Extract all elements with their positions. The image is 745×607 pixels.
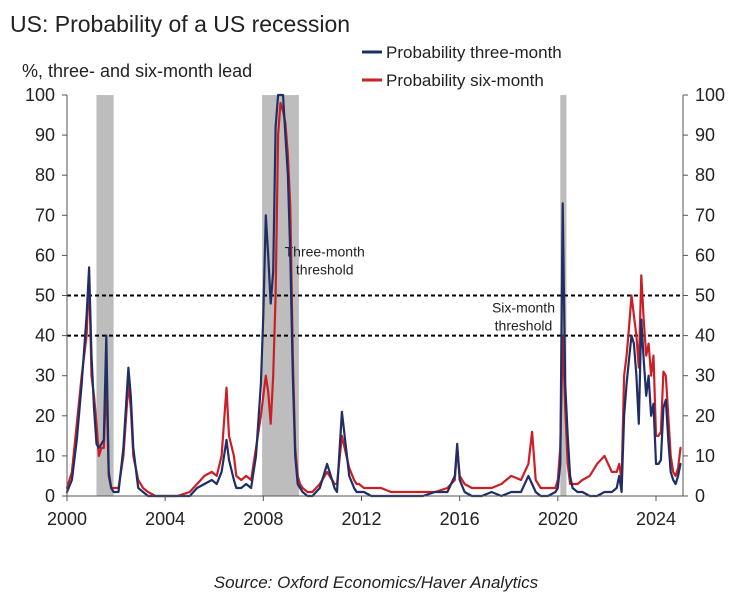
y-tick-label-right: 10 xyxy=(695,446,715,466)
threshold-label-50-line-0: Three-month xyxy=(285,244,365,260)
legend: Probability three-month Probability six-… xyxy=(362,43,562,90)
y-tick-label-right: 100 xyxy=(695,85,725,105)
y-tick-label-left: 20 xyxy=(35,406,55,426)
threshold-label-40-line-0: Six-month xyxy=(492,300,555,316)
x-tick-label: 2024 xyxy=(636,509,676,529)
y-tick-label-left: 60 xyxy=(35,245,55,265)
y-tick-label-right: 60 xyxy=(695,245,715,265)
y-tick-label-right: 90 xyxy=(695,125,715,145)
y-tick-label-right: 80 xyxy=(695,165,715,185)
x-tick-label: 2000 xyxy=(47,509,87,529)
source-note: Source: Oxford Economics/Haver Analytics xyxy=(214,573,539,592)
y-tick-label-left: 50 xyxy=(35,286,55,306)
y-tick-label-left: 10 xyxy=(35,446,55,466)
y-tick-label-right: 70 xyxy=(695,205,715,225)
series-line-six-month xyxy=(65,101,682,498)
chart-title: US: Probability of a US recession xyxy=(10,11,350,37)
y-tick-label-right: 20 xyxy=(695,406,715,426)
threshold-label-40-line-1: threshold xyxy=(495,318,553,334)
x-tick-label: 2004 xyxy=(145,509,185,529)
legend-label-six-month: Probability six-month xyxy=(386,71,544,90)
y-tick-label-left: 100 xyxy=(25,85,55,105)
threshold-lines: Three-month threshold Six-month threshold xyxy=(67,244,683,337)
y-tick-label-left: 30 xyxy=(35,366,55,386)
y-tick-label-left: 0 xyxy=(45,486,55,506)
y-tick-label-right: 0 xyxy=(695,486,705,506)
series-lines xyxy=(65,93,682,498)
y-tick-label-left: 80 xyxy=(35,165,55,185)
x-tick-label: 2012 xyxy=(341,509,381,529)
y-axis-label: %, three- and six-month lead xyxy=(22,61,252,81)
y-tick-label-right: 30 xyxy=(695,366,715,386)
y-tick-label-left: 90 xyxy=(35,125,55,145)
x-tick-label: 2008 xyxy=(243,509,283,529)
x-tick-label: 2020 xyxy=(538,509,578,529)
x-tick-label: 2016 xyxy=(440,509,480,529)
series-line-three-month xyxy=(65,93,682,498)
y-tick-label-right: 40 xyxy=(695,326,715,346)
y-tick-label-left: 70 xyxy=(35,205,55,225)
legend-label-three-month: Probability three-month xyxy=(386,43,562,62)
threshold-label-50-line-1: threshold xyxy=(296,262,354,278)
y-tick-label-left: 40 xyxy=(35,326,55,346)
y-tick-label-right: 50 xyxy=(695,286,715,306)
